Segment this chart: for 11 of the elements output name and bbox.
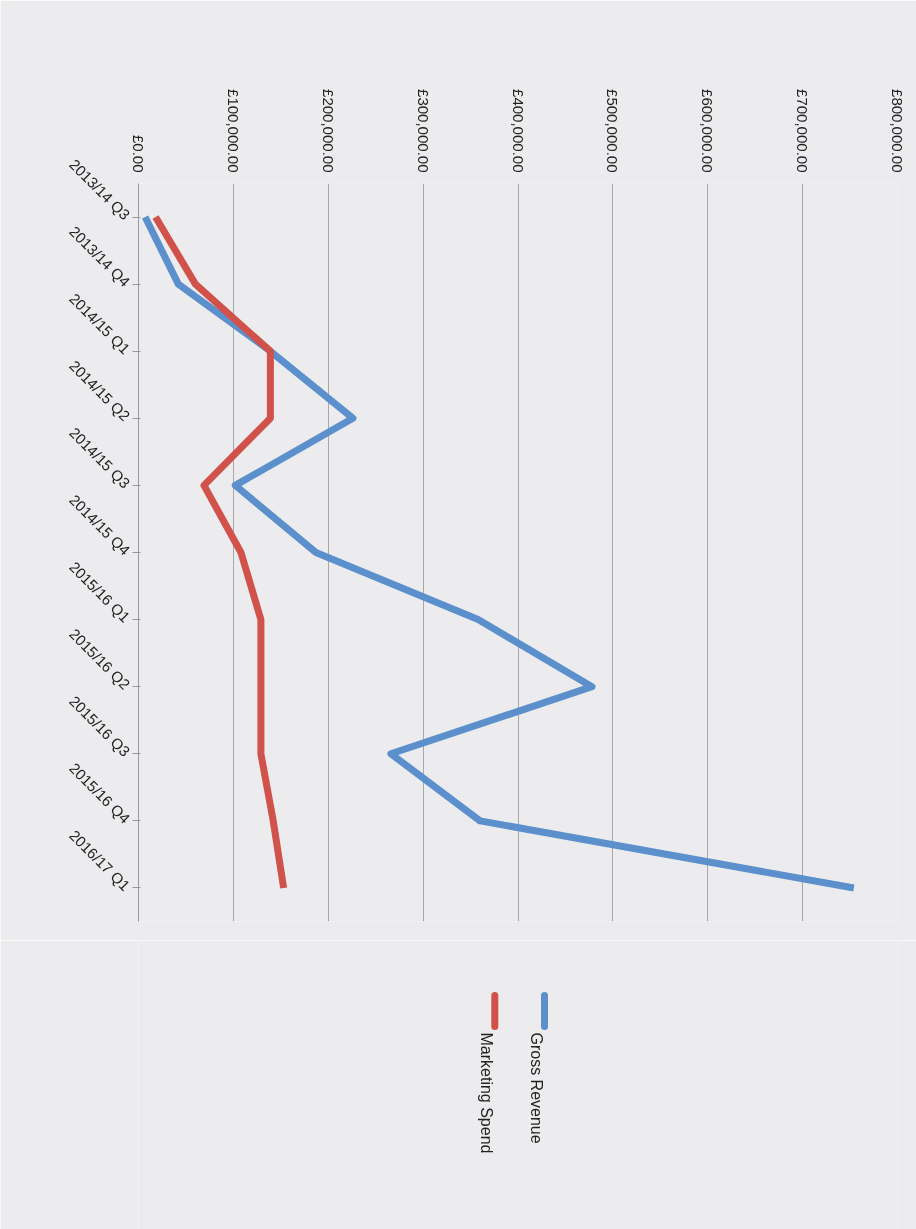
x-tick-label: £400,000.00: [509, 89, 527, 173]
x-tick-label: £0.00: [130, 134, 147, 173]
x-tick-label: £600,000.00: [699, 89, 717, 173]
x-tick-label: £800,000.00: [889, 89, 906, 173]
legend-label: Gross Revenue: [527, 1032, 545, 1144]
legend-label: Marketing Spend: [478, 1032, 496, 1154]
x-tick-label: £500,000.00: [604, 89, 622, 173]
x-tick-label: £100,000.00: [224, 89, 242, 173]
x-tick-label: £200,000.00: [319, 89, 337, 173]
x-tick-label: £300,000.00: [414, 89, 432, 173]
x-tick-label: £700,000.00: [794, 89, 812, 173]
